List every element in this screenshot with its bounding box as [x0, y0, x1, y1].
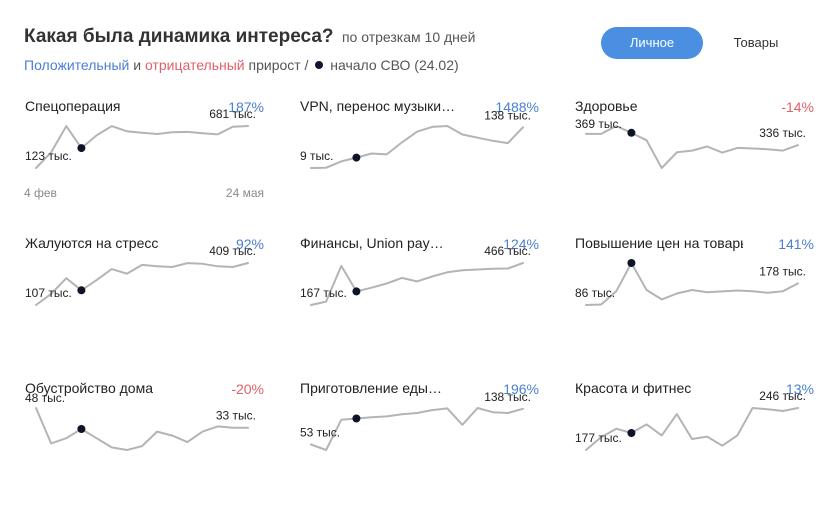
chart-title: Обустройство дома	[25, 380, 153, 396]
chart-card: Повышение цен на товары 141% 86 тыс. 178 ты…	[574, 235, 814, 365]
start-value-label: 177 тыс.	[575, 431, 622, 445]
series-line	[585, 407, 799, 451]
change-percent: 13%	[785, 381, 814, 397]
chart-title: Повышение цен на товары	[575, 235, 743, 251]
chart-card: Жалуются на стресс 92% 107 тыс. 409 тыс.	[24, 235, 264, 365]
svo-start-marker	[627, 259, 636, 267]
sparkline-chart: 9 тыс. 138 тыс.	[300, 108, 531, 169]
x-axis-end-label: 24 мая	[225, 186, 264, 200]
svo-start-marker	[77, 286, 86, 295]
start-value-label: 107 тыс.	[25, 286, 72, 300]
end-value-label: 336 тыс.	[759, 126, 806, 140]
svo-start-marker	[352, 153, 361, 162]
chart-title: Финансы, Union pay…	[300, 235, 444, 251]
chart-title: Спецоперация	[25, 98, 121, 114]
chart-card: Красота и фитнес 13% 177 тыс. 246 тыс.	[574, 380, 814, 510]
chart-card: Приготовление еды… 196% 53 тыс. 138 тыс.	[299, 380, 539, 510]
sparkline-chart: 48 тыс. 33 тыс.	[25, 391, 256, 451]
end-value-label: 33 тыс.	[216, 409, 256, 423]
change-percent: -20%	[231, 381, 264, 397]
chart-card: Здоровье -14% 369 тыс. 336 тыс.	[574, 98, 814, 228]
series-line	[35, 407, 249, 451]
category-toggle: Личное Товары	[600, 27, 830, 59]
legend-negative: отрицательный	[144, 57, 245, 73]
start-value-label: 369 тыс.	[575, 117, 622, 131]
end-value-label: 681 тыс.	[209, 107, 256, 121]
x-axis-start-label: 4 фев	[24, 186, 57, 200]
series-line	[310, 407, 524, 451]
change-percent: 92%	[235, 236, 264, 252]
series-line	[310, 125, 524, 169]
chart-card: VPN, перенос музыки… 1488% 9 тыс. 138 тыс.	[299, 98, 539, 228]
series-line	[35, 125, 249, 169]
chart-card: Финансы, Union pay… 124% 167 тыс. 466 тыс.	[299, 235, 539, 365]
svo-start-marker	[77, 425, 86, 433]
sparkline-chart: 369 тыс. 336 тыс.	[575, 117, 806, 169]
sparkline-chart: 53 тыс. 138 тыс.	[300, 390, 531, 451]
end-value-label: 409 тыс.	[209, 244, 256, 258]
legend: Положительный и отрицательный прирост / …	[24, 57, 476, 73]
legend-and: и	[133, 57, 142, 73]
chart-card: Спецоперация 187% 123 тыс. 681 тыс. 4 фев 24 …	[24, 98, 264, 228]
chart-card: Обустройство дома -20% 48 тыс. 33 тыс.	[24, 380, 264, 510]
sparkline-chart: 86 тыс. 178 тыс.	[575, 259, 806, 306]
chart-title: VPN, перенос музыки…	[300, 98, 456, 114]
legend-marker-label: начало СВО (24.02)	[330, 57, 459, 73]
chart-title: Здоровье	[575, 98, 638, 114]
change-percent: 196%	[503, 381, 539, 397]
personal-toggle-button[interactable]: Личное	[601, 27, 703, 59]
change-percent: -14%	[781, 99, 814, 115]
end-value-label: 138 тыс.	[484, 108, 531, 122]
end-value-label: 246 тыс.	[759, 389, 806, 403]
chart-title: Приготовление еды…	[300, 380, 442, 396]
chart-title: Жалуются на стресс	[25, 235, 159, 251]
chart-title: Красота и фитнес	[575, 380, 692, 396]
series-line	[585, 262, 799, 306]
sparkline-chart: 177 тыс. 246 тыс.	[575, 389, 806, 451]
legend-growth: прирост /	[248, 57, 309, 73]
end-value-label: 466 тыс.	[484, 244, 531, 258]
series-line	[310, 262, 524, 306]
sparkline-chart: 123 тыс. 681 тыс.	[25, 107, 256, 169]
end-value-label: 138 тыс.	[484, 390, 531, 404]
series-line	[35, 262, 249, 306]
marker-dot-icon	[315, 61, 324, 70]
legend-positive: Положительный	[24, 57, 130, 73]
change-percent: 124%	[503, 236, 539, 252]
start-value-label: 53 тыс.	[300, 426, 340, 440]
header: Какая была динамика интереса? по отрезка…	[24, 26, 476, 73]
change-percent: 187%	[228, 99, 264, 115]
start-value-label: 48 тыс.	[25, 391, 65, 405]
goods-toggle-button[interactable]: Товары	[733, 35, 779, 50]
page-title: Какая была динамика интереса?	[24, 26, 334, 47]
sparkline-chart: 107 тыс. 409 тыс.	[25, 244, 256, 306]
start-value-label: 86 тыс.	[575, 286, 615, 300]
start-value-label: 123 тыс.	[25, 149, 72, 163]
svo-start-marker	[627, 429, 636, 437]
svo-start-marker	[352, 414, 361, 423]
svo-start-marker	[77, 144, 86, 153]
svo-start-marker	[627, 128, 636, 137]
start-value-label: 9 тыс.	[300, 149, 333, 163]
start-value-label: 167 тыс.	[300, 286, 347, 300]
change-percent: 1488%	[495, 99, 539, 115]
change-percent: 141%	[778, 236, 814, 252]
svo-start-marker	[352, 287, 361, 296]
series-line	[585, 125, 799, 169]
page-subtitle: по отрезкам 10 дней	[341, 29, 476, 45]
sparkline-chart: 167 тыс. 466 тыс.	[300, 244, 531, 306]
end-value-label: 178 тыс.	[759, 264, 806, 278]
